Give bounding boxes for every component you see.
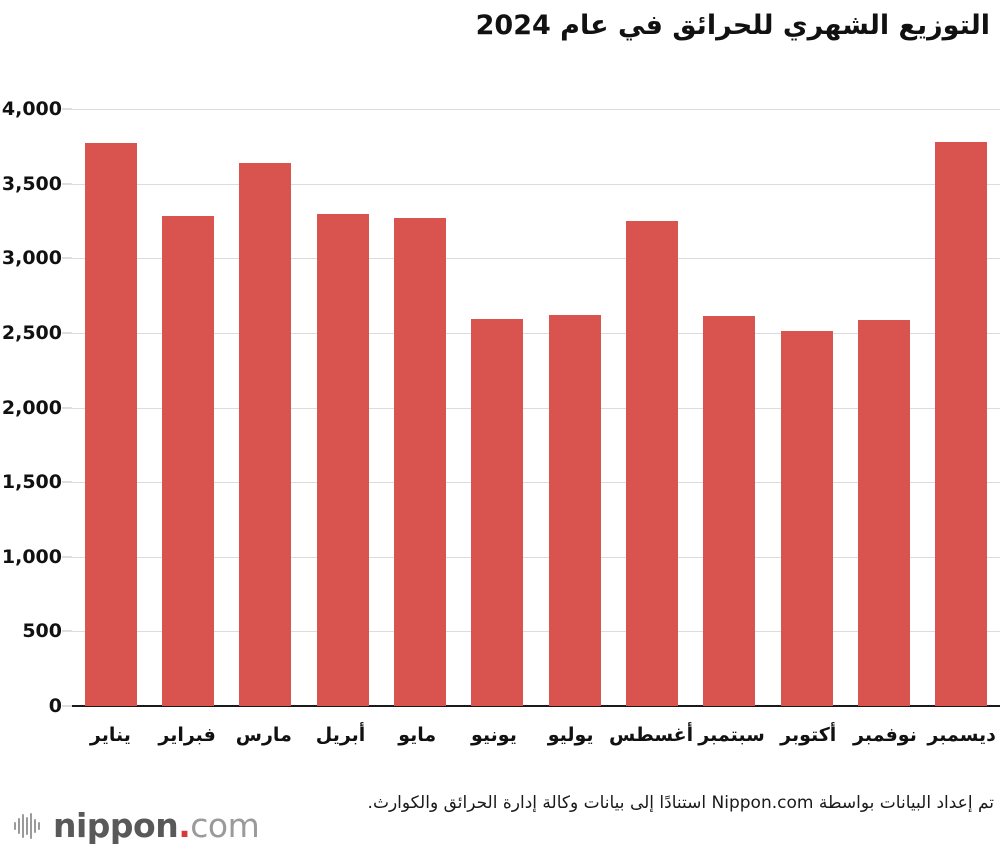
brand-wordmark: nippon.com: [53, 806, 260, 845]
gridline: [72, 109, 1000, 110]
bar-slot: [845, 109, 922, 706]
y-axis-tick-mark: [62, 407, 72, 408]
bar-slot: [149, 109, 226, 706]
brand-name: nippon: [53, 806, 179, 845]
bar-slot: [923, 109, 1000, 706]
bar[interactable]: [703, 316, 756, 706]
bar-slot: [227, 109, 304, 706]
gridline: [72, 258, 1000, 260]
y-axis-tick-mark: [62, 332, 72, 334]
bar[interactable]: [239, 162, 292, 706]
gridlines: [72, 95, 1000, 720]
x-axis-tick-label: ديسمبر: [927, 724, 996, 746]
axis-baseline: [72, 705, 1000, 707]
bar[interactable]: [626, 220, 679, 706]
bar[interactable]: [548, 314, 601, 706]
page-title: التوزيع الشهري للحرائق في عام 2024: [475, 10, 990, 41]
bar[interactable]: [471, 319, 524, 706]
y-axis-tick-mark: [62, 108, 72, 110]
y-axis-tick-label: 1,500: [1, 471, 62, 494]
gridline: [72, 556, 1000, 558]
x-axis-tick-label: فبراير: [158, 724, 216, 746]
x-axis-tick-label: مارس: [235, 724, 292, 746]
brand-tld: com: [190, 806, 260, 845]
x-axis-labels: يناير فبراير مارس أبريل مايو يونيو يوليو أغسطس س…: [72, 722, 1000, 782]
bar-slot: [304, 109, 381, 706]
y-axis: 0 500 1,000 1,500 2,000 2,500 3,000 3,500 4,000: [0, 95, 72, 720]
bar[interactable]: [162, 215, 215, 706]
x-axis-tick-label: يناير: [89, 724, 131, 746]
chart-footer: تم إعداد البيانات بواسطة Nippon.com استن…: [0, 790, 1000, 852]
y-axis-tick-mark: [62, 257, 72, 259]
source-note: تم إعداد البيانات بواسطة Nippon.com استن…: [367, 793, 994, 813]
x-axis-tick-label: يوليو: [547, 724, 594, 746]
bar-slot: [72, 109, 149, 706]
x-axis-tick-label: أغسطس: [608, 724, 694, 746]
x-axis-tick-label: أكتوبر: [780, 724, 837, 746]
bar-slot: [768, 109, 845, 706]
y-axis-tick-mark: [62, 630, 72, 632]
x-axis-tick-label: يونيو: [471, 724, 517, 746]
bar[interactable]: [394, 217, 447, 706]
chart-plot-area: 0 500 1,000 1,500 2,000 2,500 3,000 3,500 4,000: [0, 95, 1000, 720]
y-axis-tick-mark: [62, 705, 72, 707]
brand-dot: .: [178, 806, 191, 845]
y-axis-tick-label: 4,000: [1, 98, 62, 120]
x-axis-tick-label: نوفمبر: [853, 724, 917, 746]
gridline: [72, 482, 1000, 484]
y-axis-tick-label: 500: [22, 620, 62, 643]
bar-slot: [381, 109, 458, 706]
y-axis-tick-mark: [62, 183, 72, 185]
y-axis-tick-label: 1,000: [1, 545, 62, 568]
bar-slot: [459, 109, 536, 706]
bar[interactable]: [84, 143, 137, 706]
bar[interactable]: [780, 330, 833, 706]
gridline: [72, 407, 1000, 409]
y-axis-tick-label: 3,500: [1, 172, 62, 195]
nippon-logo[interactable]: nippon.com: [14, 806, 260, 845]
x-axis-tick-label: أبريل: [315, 724, 366, 746]
y-axis-tick-label: 0: [48, 695, 62, 717]
gridline: [72, 183, 1000, 185]
y-axis-tick-mark: [62, 556, 72, 558]
x-axis-tick-label: سبتمبر: [698, 724, 765, 746]
y-axis-tick-mark: [62, 481, 72, 483]
gridline: [72, 332, 1000, 334]
bar[interactable]: [858, 320, 911, 706]
bar-slot: [613, 109, 690, 706]
y-axis-tick-label: 2,500: [1, 321, 62, 344]
x-axis-tick-label: مايو: [398, 724, 437, 746]
gridline: [72, 631, 1000, 633]
bar-slot: [536, 109, 613, 706]
y-axis-tick-label: 2,000: [1, 396, 62, 419]
bar-slot: [691, 109, 768, 706]
soundwave-icon: [14, 812, 44, 839]
bar-series: [72, 109, 1000, 706]
bar[interactable]: [935, 141, 988, 706]
y-axis-tick-label: 3,000: [1, 247, 62, 270]
bar[interactable]: [316, 214, 369, 706]
